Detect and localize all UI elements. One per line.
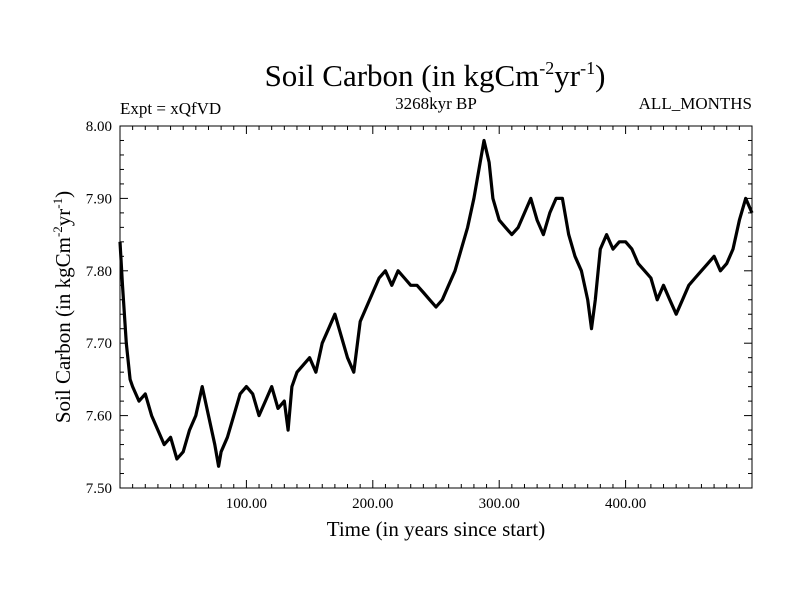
- x-axis-label: Time (in years since start): [327, 517, 546, 541]
- x-axis-ticks: [132, 126, 740, 488]
- experiment-label: Expt = xQfVD: [120, 99, 221, 118]
- y-tick-label: 7.60: [86, 409, 112, 425]
- x-axis-tick-labels: 100.00 200.00 300.00 400.00: [226, 496, 646, 512]
- x-tick-label: 300.00: [479, 496, 520, 512]
- months-label: ALL_MONTHS: [639, 94, 752, 113]
- series-line: [118, 138, 754, 468]
- y-axis-label: Soil Carbon (in kgCm-2yr-1): [50, 191, 75, 423]
- y-tick-label: 7.80: [86, 264, 112, 280]
- y-axis-tick-labels: 7.50 7.60 7.70 7.80 7.90 8.00: [86, 119, 112, 497]
- x-tick-label: 400.00: [605, 496, 646, 512]
- plot-frame: [119, 125, 753, 489]
- x-tick-label: 200.00: [352, 496, 393, 512]
- y-tick-label: 7.50: [86, 481, 112, 497]
- y-tick-label: 7.70: [86, 336, 112, 352]
- x-tick-label: 100.00: [226, 496, 267, 512]
- chart-title: Soil Carbon (in kgCm-2yr-1): [265, 58, 606, 93]
- period-label: 3268kyr BP: [395, 94, 477, 113]
- y-tick-label: 7.90: [86, 191, 112, 207]
- y-tick-label: 8.00: [86, 119, 112, 135]
